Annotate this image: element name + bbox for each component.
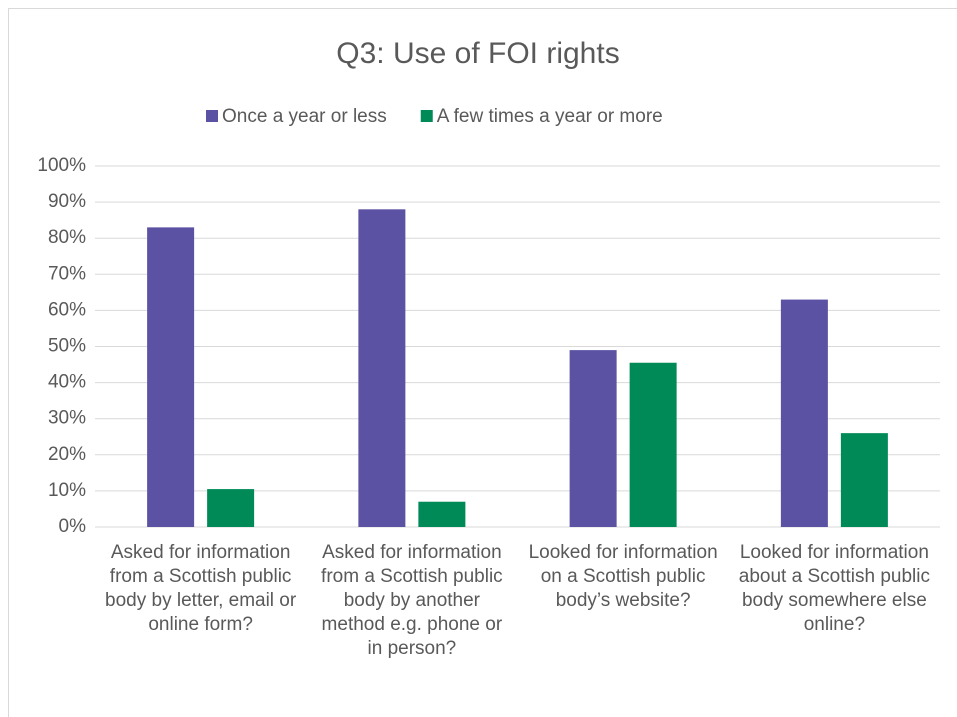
bar bbox=[358, 209, 406, 527]
y-tick-label: 20% bbox=[48, 444, 86, 465]
y-tick-label: 10% bbox=[48, 480, 86, 501]
y-tick-label: 100% bbox=[37, 155, 86, 176]
x-tick-label: Asked for information from a Scottish pu… bbox=[105, 542, 297, 635]
legend-label: A few times a year or more bbox=[437, 106, 663, 127]
bar bbox=[147, 227, 195, 527]
y-tick-label: 90% bbox=[48, 191, 86, 212]
y-tick-label: 80% bbox=[48, 227, 86, 248]
bar bbox=[780, 299, 828, 527]
y-tick-label: 60% bbox=[48, 299, 86, 320]
chart-title: Q3: Use of FOI rights bbox=[336, 37, 619, 70]
bar bbox=[840, 433, 888, 527]
bar bbox=[207, 489, 255, 527]
legend-swatch bbox=[206, 110, 218, 122]
bar bbox=[569, 350, 617, 527]
y-tick-label: 70% bbox=[48, 263, 86, 284]
legend-label: Once a year or less bbox=[222, 106, 387, 127]
y-tick-label: 50% bbox=[48, 336, 86, 357]
x-tick-label: Looked for information on a Scottish pub… bbox=[528, 542, 718, 611]
chart-border bbox=[8, 8, 957, 717]
x-tick-label: Looked for information about a Scottish … bbox=[738, 542, 930, 635]
bar bbox=[629, 362, 677, 527]
y-tick-label: 30% bbox=[48, 408, 86, 429]
y-tick-label: 0% bbox=[59, 516, 87, 537]
y-tick-label: 40% bbox=[48, 372, 86, 393]
x-tick-label: Asked for information from a Scottish pu… bbox=[321, 542, 503, 659]
legend-swatch bbox=[420, 110, 433, 122]
bar bbox=[418, 501, 466, 527]
